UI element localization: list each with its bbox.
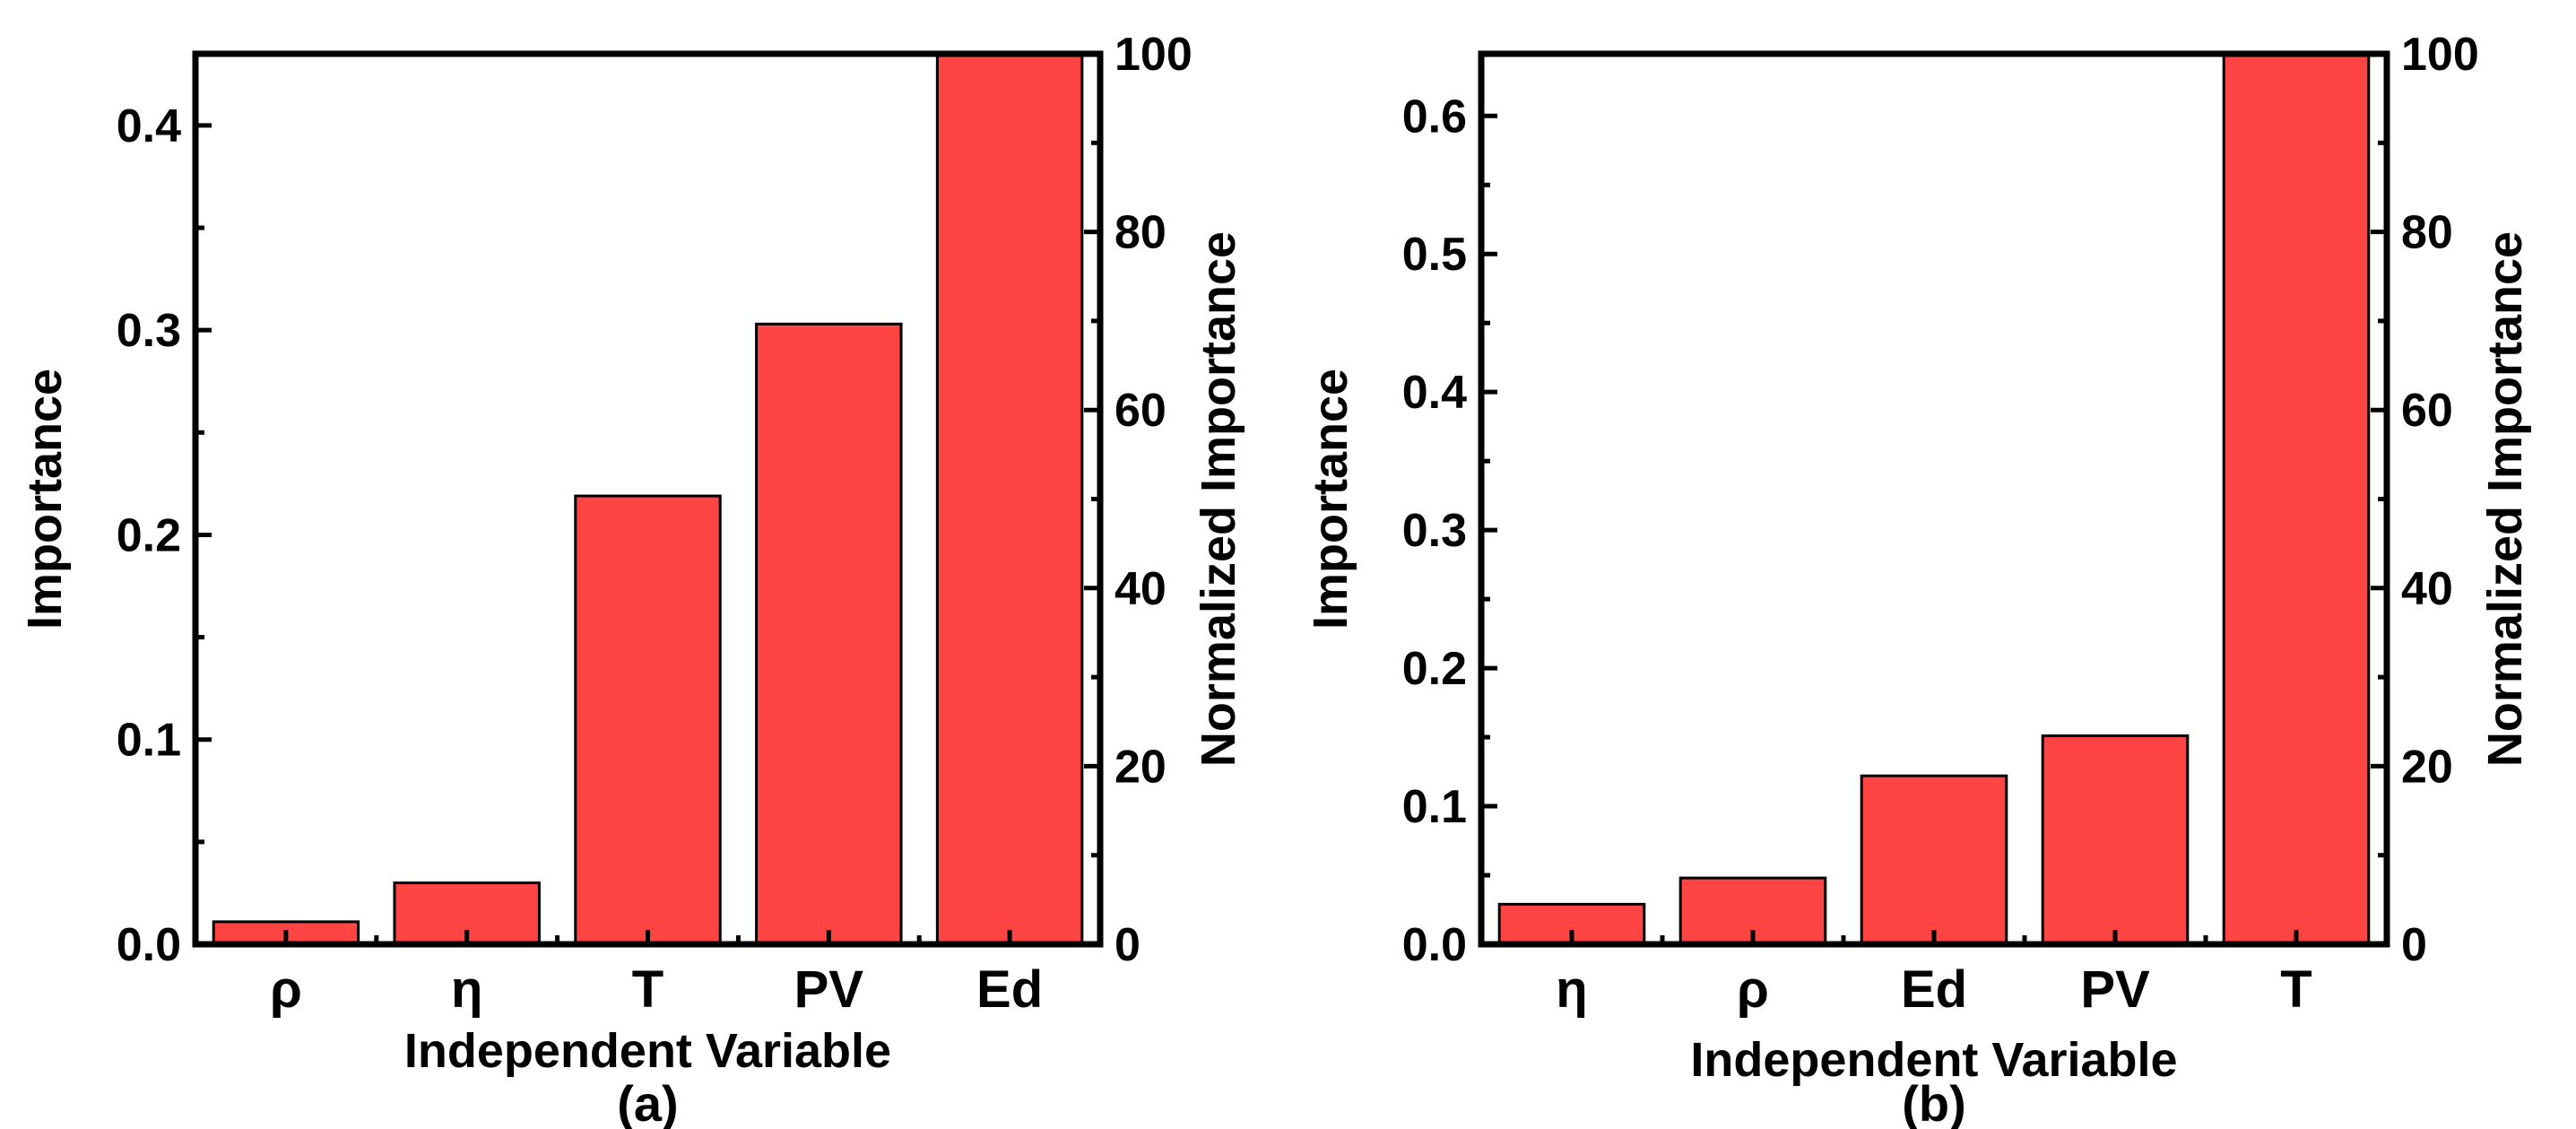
bar-Ed xyxy=(1860,774,2008,946)
y-tick-label: 0.0 xyxy=(1402,919,1467,971)
x-category-label: Ed xyxy=(976,960,1043,1019)
bar-Ed xyxy=(935,52,1084,946)
y-tick-label: 0.0 xyxy=(117,919,181,971)
y-right-tick-label: 100 xyxy=(1115,29,1193,81)
y-right-tick-label: 20 xyxy=(2401,741,2453,793)
bar-T xyxy=(574,494,722,946)
chart-panel-b: 0.0 0.1 0.2 0.3 0.4 0.5 0.6 0 20 40 60 80 100 η ρ Ed PV T… xyxy=(1304,29,2532,1129)
x-category-label: η xyxy=(1556,960,1587,1019)
x-category-label: PV xyxy=(2080,960,2150,1019)
y-axis-title: Importance xyxy=(1304,369,1357,630)
y-right-tick-label: 80 xyxy=(1115,207,1167,259)
y-right-tick-label: 40 xyxy=(2401,563,2453,615)
x-category-label: PV xyxy=(794,960,864,1019)
panel-label: (b) xyxy=(1902,1075,1966,1129)
y-tick-label: 0.3 xyxy=(1402,505,1467,557)
y-right-axis-title: Normalized Importance xyxy=(1192,231,1245,767)
y-tick-label: 0.1 xyxy=(1402,781,1467,833)
bar-PV xyxy=(2041,734,2190,946)
y-right-tick-label: 60 xyxy=(2401,385,2453,437)
panel-label: (a) xyxy=(617,1075,678,1129)
x-axis-title: Independent Variable xyxy=(404,1024,891,1078)
y-right-tick-label: 40 xyxy=(1115,563,1167,615)
y-tick-label: 0.6 xyxy=(1402,91,1467,143)
y-tick-label: 0.4 xyxy=(117,100,181,152)
y-right-tick-label: 80 xyxy=(2401,207,2453,259)
y-right-tick-label: 60 xyxy=(1115,385,1167,437)
y-right-tick-label: 0 xyxy=(2401,919,2427,971)
y-tick-label: 0.3 xyxy=(117,305,181,357)
y-tick-label: 0.2 xyxy=(117,509,181,561)
x-category-label: ρ xyxy=(1737,960,1769,1019)
y-tick-label: 0.5 xyxy=(1402,229,1467,281)
x-category-label: T xyxy=(2280,960,2311,1019)
x-category-label: ρ xyxy=(270,960,302,1019)
bar-T xyxy=(2222,52,2371,946)
y-tick-label: 0.1 xyxy=(117,715,181,767)
y-tick-label: 0.2 xyxy=(1402,643,1467,695)
y-axis-title: Importance xyxy=(18,369,72,630)
chart-panel-a: 0.0 0.1 0.2 0.3 0.4 0 20 40 60 80 100 ρ η T PV Ed Indepe… xyxy=(18,29,1245,1129)
x-category-label: Ed xyxy=(1901,960,1967,1019)
y-right-tick-label: 0 xyxy=(1115,919,1141,971)
x-category-label: T xyxy=(632,960,664,1019)
x-axis-title: Independent Variable xyxy=(1690,1033,2177,1087)
y-right-axis-title: Normalized Importance xyxy=(2478,231,2532,767)
x-category-label: η xyxy=(451,960,482,1019)
y-right-tick-label: 20 xyxy=(1115,741,1167,793)
y-right-tick-label: 100 xyxy=(2401,29,2479,81)
y-tick-label: 0.4 xyxy=(1402,367,1467,419)
bar-PV xyxy=(755,322,903,946)
